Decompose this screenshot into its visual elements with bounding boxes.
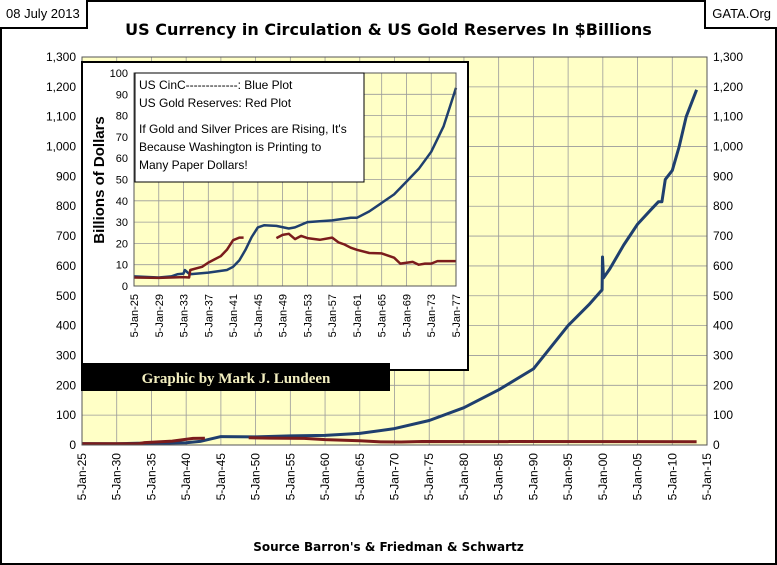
x-tick-label: 5-Jan-53	[302, 294, 314, 337]
y-tick-label-right: 800	[713, 199, 733, 213]
x-tick-label: 5-Jan-45	[214, 453, 228, 501]
legend-entry: US Gold Reserves: Red Plot	[139, 96, 292, 110]
y-tick-label: 0	[122, 281, 128, 293]
y-tick-label: 100	[56, 408, 76, 422]
y-tick-label: 30	[116, 217, 128, 229]
currency-series-line	[81, 89, 698, 446]
y-tick-label: 200	[56, 378, 76, 392]
y-tick-label-right: 300	[713, 348, 733, 362]
x-tick-label: 5-Jan-55	[283, 453, 297, 501]
x-tick-label: 5-Jan-35	[144, 453, 158, 501]
y-tick-label: 40	[116, 196, 128, 208]
x-tick-label: 5-Jan-70	[388, 453, 402, 501]
x-tick-label: 5-Jan-05	[631, 453, 645, 501]
x-tick-label: 5-Jan-65	[353, 453, 367, 501]
y-tick-label: 600	[56, 259, 76, 273]
x-tick-label: 5-Jan-41	[228, 294, 240, 337]
x-tick-label: 5-Jan-25	[129, 294, 141, 337]
x-tick-label: 5-Jan-15	[700, 453, 714, 501]
y-tick-label-right: 600	[713, 259, 733, 273]
x-tick-label: 5-Jan-45	[253, 294, 265, 337]
y-tick-label: 80	[116, 111, 128, 123]
x-tick-label: 5-Jan-61	[352, 294, 364, 337]
x-tick-label: 5-Jan-80	[457, 453, 471, 501]
y-tick-label: 1,100	[46, 110, 76, 124]
legend-entry: US CinC-------------: Blue Plot	[139, 78, 293, 92]
y-tick-label: 60	[116, 153, 128, 165]
x-tick-label: 5-Jan-50	[249, 453, 263, 501]
x-tick-label: 5-Jan-65	[377, 294, 389, 337]
y-tick-label: 1,200	[46, 80, 76, 94]
x-tick-label: 5-Jan-33	[179, 294, 191, 337]
y-tick-label: 400	[56, 319, 76, 333]
y-tick-label: 50	[116, 175, 128, 187]
y-tick-label: 1,300	[46, 50, 76, 64]
inset-y-axis-label: Billions of Dollars	[91, 116, 108, 244]
x-tick-label: 5-Jan-30	[110, 453, 124, 501]
y-tick-label: 100	[110, 68, 128, 80]
y-tick-label-right: 900	[713, 169, 733, 183]
x-tick-label: 5-Jan-37	[203, 294, 215, 337]
y-tick-label: 20	[116, 238, 128, 250]
y-tick-label-right: 0	[713, 438, 720, 452]
annotation-line: If Gold and Silver Prices are Rising, It…	[139, 122, 347, 136]
y-tick-label-right: 400	[713, 319, 733, 333]
y-tick-label: 700	[56, 229, 76, 243]
x-tick-label: 5-Jan-90	[526, 453, 540, 501]
y-tick-label-right: 200	[713, 378, 733, 392]
x-tick-label: 5-Jan-75	[422, 453, 436, 501]
x-tick-label: 5-Jan-00	[596, 453, 610, 501]
credit-box	[81, 363, 390, 391]
annotation-line: Many Paper Dollars!	[139, 158, 248, 172]
y-tick-label: 10	[116, 260, 128, 272]
source-label: Source Barron's & Friedman & Schwartz	[253, 540, 524, 554]
y-tick-label: 300	[56, 348, 76, 362]
date-label: 08 July 2013	[0, 0, 88, 29]
y-tick-label: 70	[116, 132, 128, 144]
y-tick-label-right: 700	[713, 229, 733, 243]
x-tick-label: 5-Jan-60	[318, 453, 332, 501]
x-tick-label: 5-Jan-73	[426, 294, 438, 337]
inset-legend-box	[134, 72, 365, 183]
x-tick-label: 5-Jan-49	[278, 294, 290, 337]
y-tick-label-right: 1,300	[713, 50, 743, 64]
x-tick-label: 5-Jan-57	[327, 294, 339, 337]
x-tick-label: 5-Jan-25	[75, 453, 89, 501]
y-tick-label: 90	[116, 89, 128, 101]
x-tick-label: 5-Jan-95	[561, 453, 575, 501]
annotation-line: Because Washington is Printing to	[139, 140, 322, 154]
currency-series-line	[133, 87, 458, 279]
y-tick-label-right: 100	[713, 408, 733, 422]
y-tick-label: 0	[69, 438, 76, 452]
x-tick-label: 5-Jan-10	[665, 453, 679, 501]
credit-label: Graphic by Mark J. Lundeen	[142, 371, 331, 387]
x-tick-label: 5-Jan-77	[451, 294, 463, 337]
y-tick-label-right: 500	[713, 289, 733, 303]
y-tick-label-right: 1,000	[713, 140, 743, 154]
gold-series-line	[82, 436, 697, 446]
gold-series-line	[133, 232, 456, 280]
y-tick-label: 800	[56, 199, 76, 213]
x-tick-label: 5-Jan-85	[492, 453, 506, 501]
y-tick-label-right: 1,200	[713, 80, 743, 94]
x-tick-label: 5-Jan-69	[401, 294, 413, 337]
y-tick-label: 1,000	[46, 140, 76, 154]
y-tick-label-right: 1,100	[713, 110, 743, 124]
x-tick-label: 5-Jan-40	[179, 453, 193, 501]
y-tick-label: 500	[56, 289, 76, 303]
x-tick-label: 5-Jan-29	[154, 294, 166, 337]
chart-title: US Currency in Circulation & US Gold Res…	[125, 20, 652, 39]
site-label: GATA.Org	[704, 0, 777, 29]
y-tick-label: 900	[56, 169, 76, 183]
